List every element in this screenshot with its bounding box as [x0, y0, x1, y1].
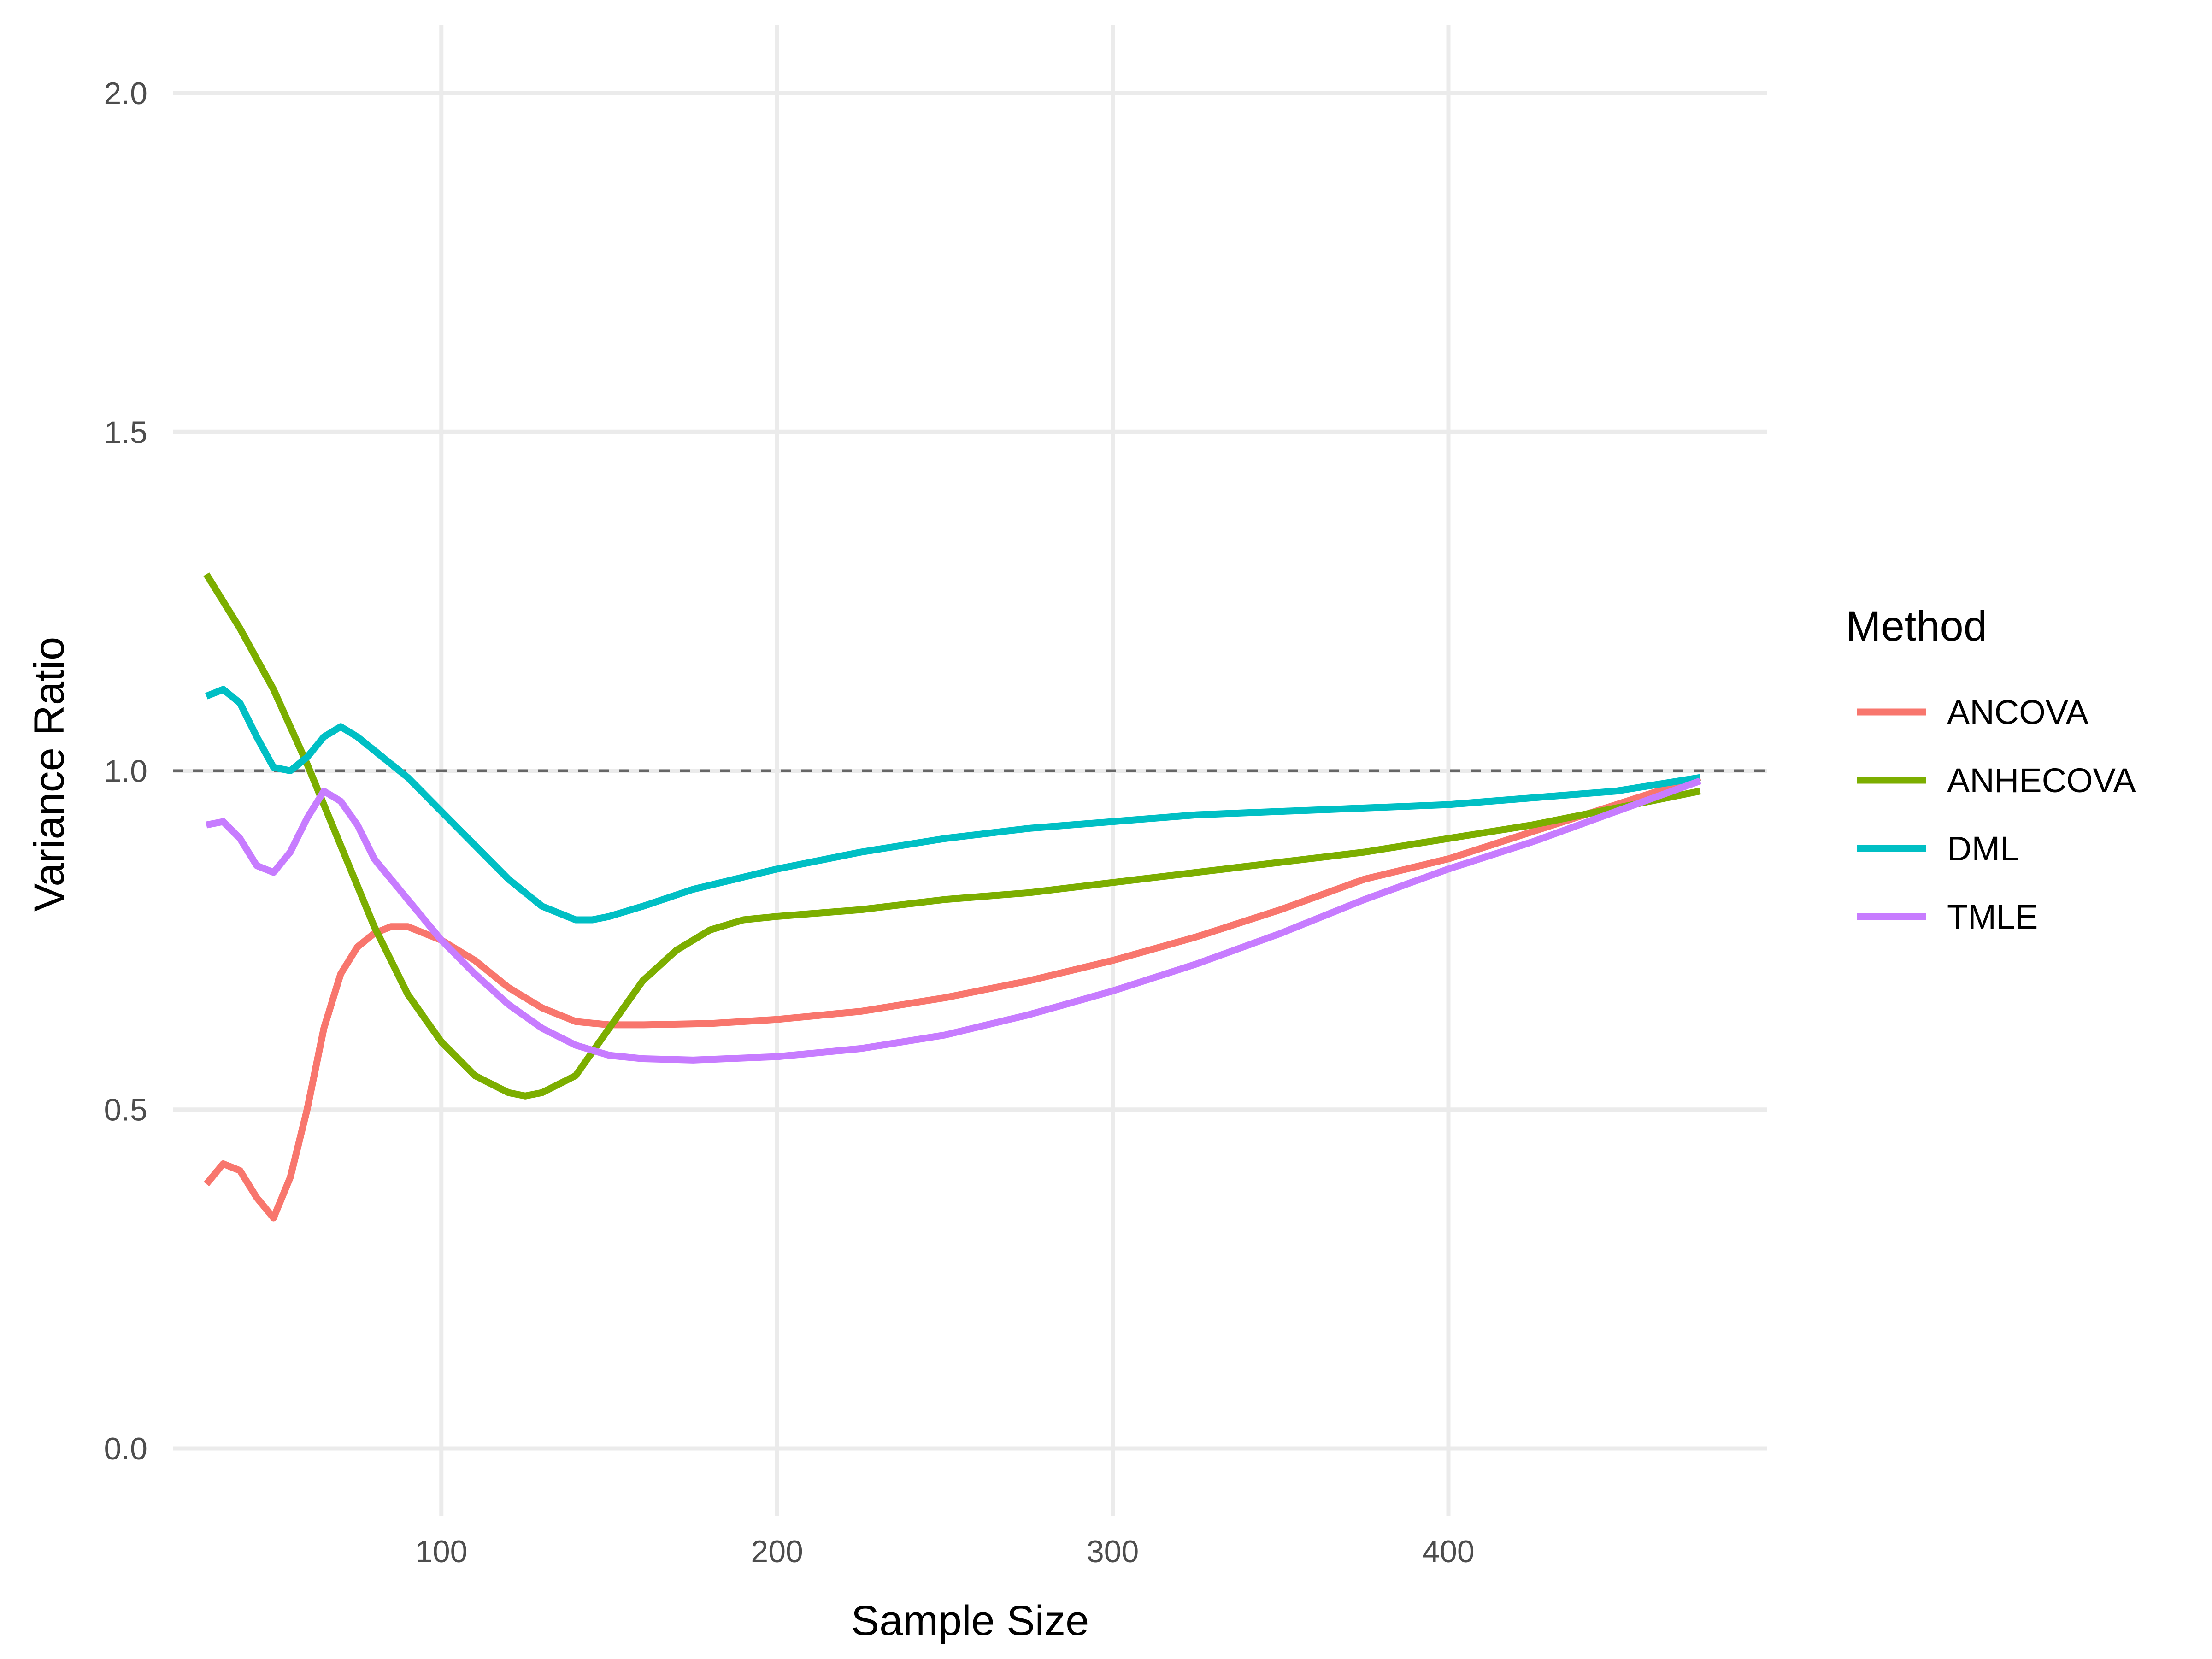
legend-label-ancova: ANCOVA: [1947, 693, 2089, 731]
y-tick-label: 1.5: [104, 415, 147, 450]
y-axis-title: Variance Ratio: [26, 637, 73, 912]
series-line-ancova: [204, 774, 1701, 1222]
legend: Method ANCOVA ANHECOVA DML TMLE: [1846, 603, 2136, 936]
y-tick-label: 1.0: [104, 754, 147, 789]
x-tick-label: 200: [751, 1534, 803, 1569]
y-tick-label: 0.0: [104, 1431, 147, 1466]
y-axis-ticks: 0.0 0.5 1.0 1.5 2.0: [104, 76, 147, 1466]
legend-label-dml: DML: [1947, 830, 2019, 868]
x-tick-label: 400: [1422, 1534, 1474, 1569]
legend-label-anhecova: ANHECOVA: [1947, 761, 2136, 800]
legend-title: Method: [1846, 603, 1987, 650]
series-line-tmle: [206, 777, 1701, 1064]
series-line-dml: [205, 686, 1701, 924]
y-tick-label: 2.0: [104, 76, 147, 111]
legend-label-tmle: TMLE: [1947, 898, 2038, 936]
x-tick-label: 100: [415, 1534, 467, 1569]
y-tick-label: 0.5: [104, 1093, 147, 1128]
series-group: [203, 572, 1701, 1222]
x-axis-ticks: 100 200 300 400: [415, 1534, 1475, 1569]
series-line-anhecova: [203, 572, 1701, 1100]
x-tick-label: 300: [1087, 1534, 1139, 1569]
x-axis-title: Sample Size: [851, 1597, 1089, 1644]
